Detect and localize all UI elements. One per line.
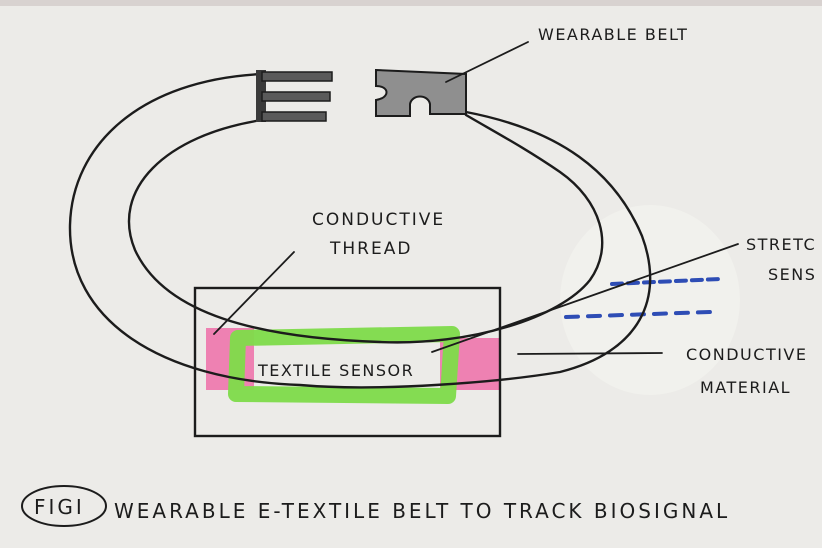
label-wearable-belt: WEARABLE BELT	[538, 25, 688, 44]
figure-tag: FIGI	[34, 495, 85, 519]
pointer-conductive-material	[517, 352, 663, 355]
belt-inner-contour	[127, 113, 604, 344]
buckle-base	[256, 70, 266, 122]
buckle-prongs	[256, 70, 333, 122]
label-textile-sensor: TEXTILE SENSOR	[257, 361, 414, 380]
paper-shadow-top	[0, 0, 822, 6]
pointer-lines	[213, 41, 739, 355]
buckle-socket	[375, 68, 467, 117]
label-stretch-sensor-line2: SENS	[768, 265, 816, 284]
blue-ink-stroke-2	[564, 310, 712, 319]
belt-loop	[68, 72, 652, 389]
pointer-stretch-sensor	[431, 243, 739, 353]
figure-caption: WEARABLE E-TEXTILE BELT TO TRACK BIOSIGN…	[114, 499, 730, 523]
label-conductive-material-line2: MATERIAL	[700, 378, 791, 397]
figure-tag-circle	[21, 485, 107, 527]
stretch-sensor-marks	[564, 277, 722, 319]
buckle-prong-3	[261, 111, 327, 122]
label-stretch-sensor-line1: STRETC	[746, 235, 816, 254]
label-conductive-thread-line1: CONDUCTIVE	[312, 210, 445, 230]
sensor-box	[193, 286, 502, 438]
buckle-prong-1	[261, 71, 333, 82]
sensor-highlights	[206, 326, 500, 404]
blue-ink-stroke-1	[610, 277, 722, 286]
pointer-conductive-thread	[213, 251, 295, 335]
label-conductive-thread-line2: THREAD	[329, 239, 412, 259]
paper-bleed-through	[560, 205, 740, 395]
pointer-wearable-belt	[445, 41, 529, 83]
green-highlight	[228, 326, 460, 404]
belt-outer-contour	[68, 72, 652, 389]
buckle-prong-2	[261, 91, 331, 102]
label-conductive-material-line1: CONDUCTIVE	[686, 345, 807, 364]
